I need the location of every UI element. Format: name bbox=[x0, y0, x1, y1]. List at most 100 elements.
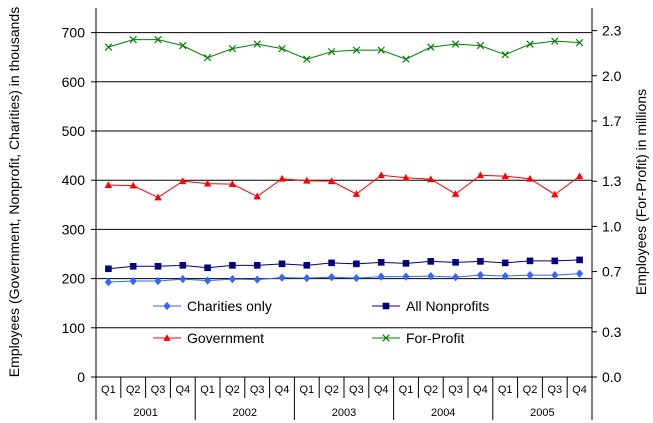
x-tick-label-quarter: Q2 bbox=[324, 384, 339, 396]
x-marker-stroke bbox=[278, 44, 286, 53]
legend-item-government: Government bbox=[153, 330, 264, 346]
data-point-government bbox=[352, 190, 361, 197]
series-government bbox=[104, 171, 584, 201]
data-point-for-profit bbox=[377, 46, 385, 54]
legend-item-for-profit: For-Profit bbox=[372, 330, 464, 346]
data-point-all-nonprofits bbox=[253, 262, 261, 269]
right-y-tick-label: 2.3 bbox=[602, 23, 622, 39]
series-line-all-nonprofits bbox=[108, 259, 580, 270]
data-point-charities-only bbox=[179, 274, 187, 284]
x-marker-stroke bbox=[476, 41, 485, 50]
data-point-government bbox=[575, 172, 584, 180]
x-marker-stroke bbox=[377, 46, 385, 54]
x-marker-stroke bbox=[154, 35, 162, 44]
left-y-ticks: 0 100 200 300 400 500 600 700 bbox=[62, 25, 96, 385]
data-point-charities-only bbox=[203, 276, 212, 285]
data-point-government bbox=[129, 181, 137, 189]
series-all-nonprofits bbox=[105, 256, 583, 273]
right-y-tick-label: 0.3 bbox=[602, 324, 622, 340]
data-point-for-profit bbox=[427, 43, 435, 51]
data-point-all-nonprofits bbox=[105, 265, 112, 273]
legend-marker bbox=[163, 334, 171, 341]
data-point-all-nonprofits bbox=[427, 258, 435, 265]
x-tick-label-quarter: Q2 bbox=[225, 384, 240, 396]
x-tick-label-quarter: Q3 bbox=[349, 384, 364, 396]
data-point-charities-only bbox=[402, 272, 410, 281]
data-point-government bbox=[551, 190, 559, 198]
series-line-for-profit bbox=[108, 39, 580, 60]
left-y-tick-label: 200 bbox=[62, 271, 86, 287]
data-point-charities-only bbox=[476, 270, 485, 280]
right-y-tick-label: 0.7 bbox=[602, 264, 622, 280]
data-point-government bbox=[179, 177, 187, 185]
data-point-all-nonprofits bbox=[402, 260, 410, 267]
x-marker-stroke bbox=[203, 53, 212, 62]
data-point-for-profit bbox=[501, 50, 509, 59]
data-point-for-profit bbox=[352, 46, 361, 54]
data-point-government bbox=[253, 192, 261, 200]
data-point-for-profit bbox=[402, 55, 410, 63]
data-point-all-nonprofits bbox=[229, 262, 236, 269]
x-marker-stroke bbox=[179, 41, 187, 50]
x-tick-label-quarter: Q4 bbox=[275, 384, 290, 396]
data-point-for-profit bbox=[104, 43, 113, 51]
legend-marker bbox=[163, 301, 171, 311]
x-marker-stroke bbox=[526, 40, 534, 48]
left-y-tick-label: 500 bbox=[62, 123, 86, 139]
x-tick-label-quarter: Q4 bbox=[473, 384, 488, 396]
x-tick-label-quarter: Q4 bbox=[374, 384, 389, 396]
axes bbox=[95, 8, 593, 378]
x-marker-stroke bbox=[575, 38, 584, 47]
x-marker-stroke bbox=[303, 55, 311, 63]
x-tick-label-quarter: Q4 bbox=[175, 384, 190, 396]
x-tick-label-quarter: Q3 bbox=[547, 384, 562, 396]
y-axis-label-left: Employees (Government, Nonprofit, Charit… bbox=[6, 7, 22, 377]
series-for-profit bbox=[104, 35, 584, 63]
x-tick-label-quarter: Q1 bbox=[101, 384, 116, 396]
data-point-all-nonprofits bbox=[179, 262, 187, 269]
data-point-charities-only bbox=[551, 270, 559, 280]
data-point-charities-only bbox=[154, 276, 162, 286]
data-point-for-profit bbox=[179, 41, 187, 50]
data-point-all-nonprofits bbox=[154, 263, 162, 270]
x-marker-stroke bbox=[352, 46, 361, 54]
data-point-charities-only bbox=[327, 272, 336, 282]
right-y-tick-label: 1.0 bbox=[602, 218, 622, 234]
right-y-tick-label: 2.0 bbox=[602, 68, 622, 84]
x-tick-label-quarter: Q3 bbox=[151, 384, 166, 396]
data-point-charities-only bbox=[575, 269, 584, 278]
x-tick-label-year: 2005 bbox=[530, 407, 554, 419]
data-point-all-nonprofits bbox=[278, 260, 286, 268]
data-point-for-profit bbox=[451, 40, 460, 48]
legend-marker bbox=[382, 302, 390, 310]
x-tick-label-year: 2004 bbox=[431, 407, 455, 419]
legend-label: Charities only bbox=[187, 298, 272, 314]
data-point-charities-only bbox=[501, 271, 509, 281]
data-point-government bbox=[278, 174, 286, 182]
data-point-all-nonprofits bbox=[551, 257, 559, 265]
legend-label: Government bbox=[187, 330, 264, 346]
data-point-for-profit bbox=[327, 47, 336, 56]
data-point-for-profit bbox=[129, 35, 137, 44]
data-point-charities-only bbox=[278, 273, 286, 282]
data-point-for-profit bbox=[154, 35, 162, 44]
legend-label: For-Profit bbox=[406, 330, 464, 346]
left-y-tick-label: 300 bbox=[62, 221, 86, 237]
data-point-charities-only bbox=[253, 275, 261, 284]
data-point-for-profit bbox=[203, 53, 212, 62]
legend-marker bbox=[382, 334, 390, 342]
data-point-all-nonprofits bbox=[204, 264, 211, 272]
right-y-ticks: 0.0 0.3 0.7 1.0 1.3 1.7 2.0 2.3 bbox=[592, 23, 622, 385]
x-marker-stroke bbox=[253, 40, 261, 48]
data-point-all-nonprofits bbox=[303, 262, 311, 269]
legend-label: All Nonprofits bbox=[406, 298, 489, 314]
data-point-charities-only bbox=[228, 274, 237, 284]
x-tick-label-quarter: Q1 bbox=[299, 384, 314, 396]
x-marker-stroke bbox=[327, 47, 336, 56]
data-point-charities-only bbox=[451, 272, 460, 282]
data-point-government bbox=[303, 176, 311, 184]
x-marker-stroke bbox=[451, 40, 460, 48]
data-point-for-profit bbox=[278, 44, 286, 53]
data-point-all-nonprofits bbox=[452, 259, 459, 266]
